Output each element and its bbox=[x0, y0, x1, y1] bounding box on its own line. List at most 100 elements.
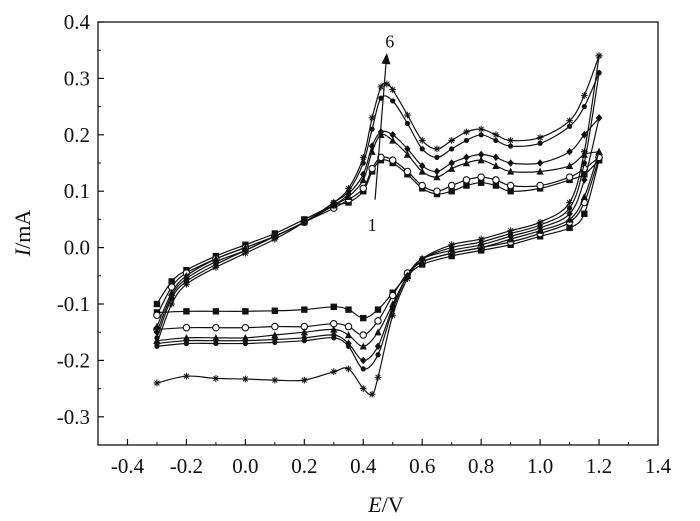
x-tick-label: 0.6 bbox=[409, 454, 435, 478]
circle-marker bbox=[271, 322, 279, 331]
star-marker-stroke bbox=[581, 92, 588, 99]
dot-marker bbox=[449, 146, 455, 152]
dot-marker bbox=[360, 366, 366, 372]
square-marker bbox=[345, 306, 352, 313]
star-marker bbox=[477, 125, 485, 133]
diamond-marker bbox=[507, 159, 514, 167]
triangle-marker bbox=[403, 150, 412, 158]
star-marker bbox=[448, 241, 456, 249]
diamond-marker bbox=[581, 131, 588, 139]
star-marker bbox=[580, 91, 588, 99]
dot-marker bbox=[369, 126, 375, 132]
square-marker bbox=[581, 210, 588, 217]
square-marker bbox=[581, 171, 588, 178]
star-marker bbox=[492, 131, 500, 139]
plot-frame bbox=[97, 21, 659, 446]
circle-marker bbox=[492, 176, 500, 184]
square-marker bbox=[301, 306, 308, 313]
dot-marker bbox=[375, 352, 381, 358]
x-tick-label: -0.2 bbox=[170, 454, 203, 478]
circle-marker bbox=[368, 164, 376, 173]
star-marker bbox=[377, 83, 385, 91]
diamond-marker bbox=[404, 145, 411, 153]
star-marker-stroke bbox=[581, 148, 588, 155]
star-marker bbox=[300, 376, 308, 384]
circle-marker bbox=[447, 181, 456, 190]
star-marker-stroke bbox=[272, 236, 278, 242]
circle-marker bbox=[377, 153, 385, 162]
circle-marker bbox=[403, 167, 412, 176]
star-marker-stroke bbox=[537, 134, 543, 141]
axis-ticks: -0.4 -0.2 0.0 0.2 0.4 0.6 0.8 1.0 1.2 1.4 -0.3 -0.2… bbox=[57, 10, 672, 478]
star-marker-stroke bbox=[360, 385, 366, 392]
star-marker bbox=[212, 375, 220, 382]
star-marker bbox=[183, 372, 190, 380]
star-marker-stroke bbox=[213, 375, 219, 382]
triangle-marker bbox=[300, 328, 308, 336]
star-marker bbox=[271, 235, 279, 243]
star-marker-stroke bbox=[507, 227, 514, 234]
square-marker bbox=[374, 306, 382, 313]
triangle-marker bbox=[418, 167, 426, 175]
star-marker bbox=[404, 111, 411, 119]
dot-marker bbox=[581, 160, 587, 166]
circle-marker bbox=[536, 181, 544, 190]
y-tick-label: 0.0 bbox=[64, 236, 90, 260]
star-marker bbox=[507, 227, 515, 235]
star-marker-stroke bbox=[448, 137, 455, 144]
star-marker-stroke bbox=[154, 380, 160, 386]
star-marker-stroke bbox=[478, 126, 484, 132]
star-marker bbox=[330, 199, 338, 206]
circle-marker bbox=[241, 323, 250, 332]
dot-marker bbox=[493, 137, 499, 144]
y-tick-label: 0.4 bbox=[64, 10, 91, 34]
star-marker-stroke bbox=[478, 236, 484, 242]
square-marker bbox=[212, 308, 220, 315]
circle-marker bbox=[477, 173, 485, 181]
star-marker-stroke bbox=[566, 117, 573, 124]
star-marker bbox=[389, 86, 397, 94]
triangle-marker bbox=[595, 147, 603, 155]
star-marker bbox=[368, 390, 376, 398]
triangle-marker bbox=[271, 331, 279, 339]
star-marker bbox=[183, 280, 190, 288]
x-tick-label: 0.2 bbox=[291, 454, 317, 478]
diamond-marker bbox=[183, 336, 190, 345]
annotation-label-1: 1 bbox=[368, 215, 377, 235]
y-tick-label: -0.1 bbox=[57, 292, 90, 316]
dot-marker bbox=[404, 120, 411, 127]
x-tick-label: 1.2 bbox=[586, 454, 612, 478]
dot-marker bbox=[331, 335, 337, 341]
diamond-marker bbox=[492, 153, 500, 162]
star-marker-stroke bbox=[566, 199, 573, 206]
triangle-marker bbox=[492, 162, 500, 170]
star-marker bbox=[153, 340, 161, 347]
star-marker bbox=[433, 145, 441, 153]
dot-marker bbox=[566, 205, 573, 211]
triangle-marker bbox=[433, 173, 441, 181]
diamond-marker bbox=[360, 170, 367, 179]
star-marker bbox=[271, 376, 279, 384]
star-marker bbox=[463, 128, 470, 136]
square-marker bbox=[507, 188, 514, 195]
star-marker bbox=[404, 275, 411, 283]
dot-marker bbox=[478, 132, 484, 138]
star-marker bbox=[212, 263, 220, 271]
dot-marker bbox=[537, 140, 543, 146]
star-marker-stroke bbox=[360, 154, 366, 161]
square-marker bbox=[477, 179, 485, 186]
series-6-forward-line bbox=[156, 55, 600, 344]
circle-marker bbox=[153, 311, 161, 320]
star-marker-stroke bbox=[507, 137, 514, 144]
x-axis-unit: /V bbox=[382, 492, 404, 517]
star-marker-stroke bbox=[419, 256, 425, 262]
y-tick-label: -0.2 bbox=[57, 348, 90, 372]
series-1 bbox=[153, 156, 603, 322]
star-marker bbox=[359, 153, 367, 161]
diamond-marker bbox=[581, 176, 588, 184]
trend-arrowhead bbox=[381, 53, 391, 65]
series-6 bbox=[153, 52, 603, 398]
triangle-marker bbox=[359, 176, 367, 184]
star-marker-stroke bbox=[404, 275, 411, 282]
triangle-marker bbox=[448, 164, 456, 172]
